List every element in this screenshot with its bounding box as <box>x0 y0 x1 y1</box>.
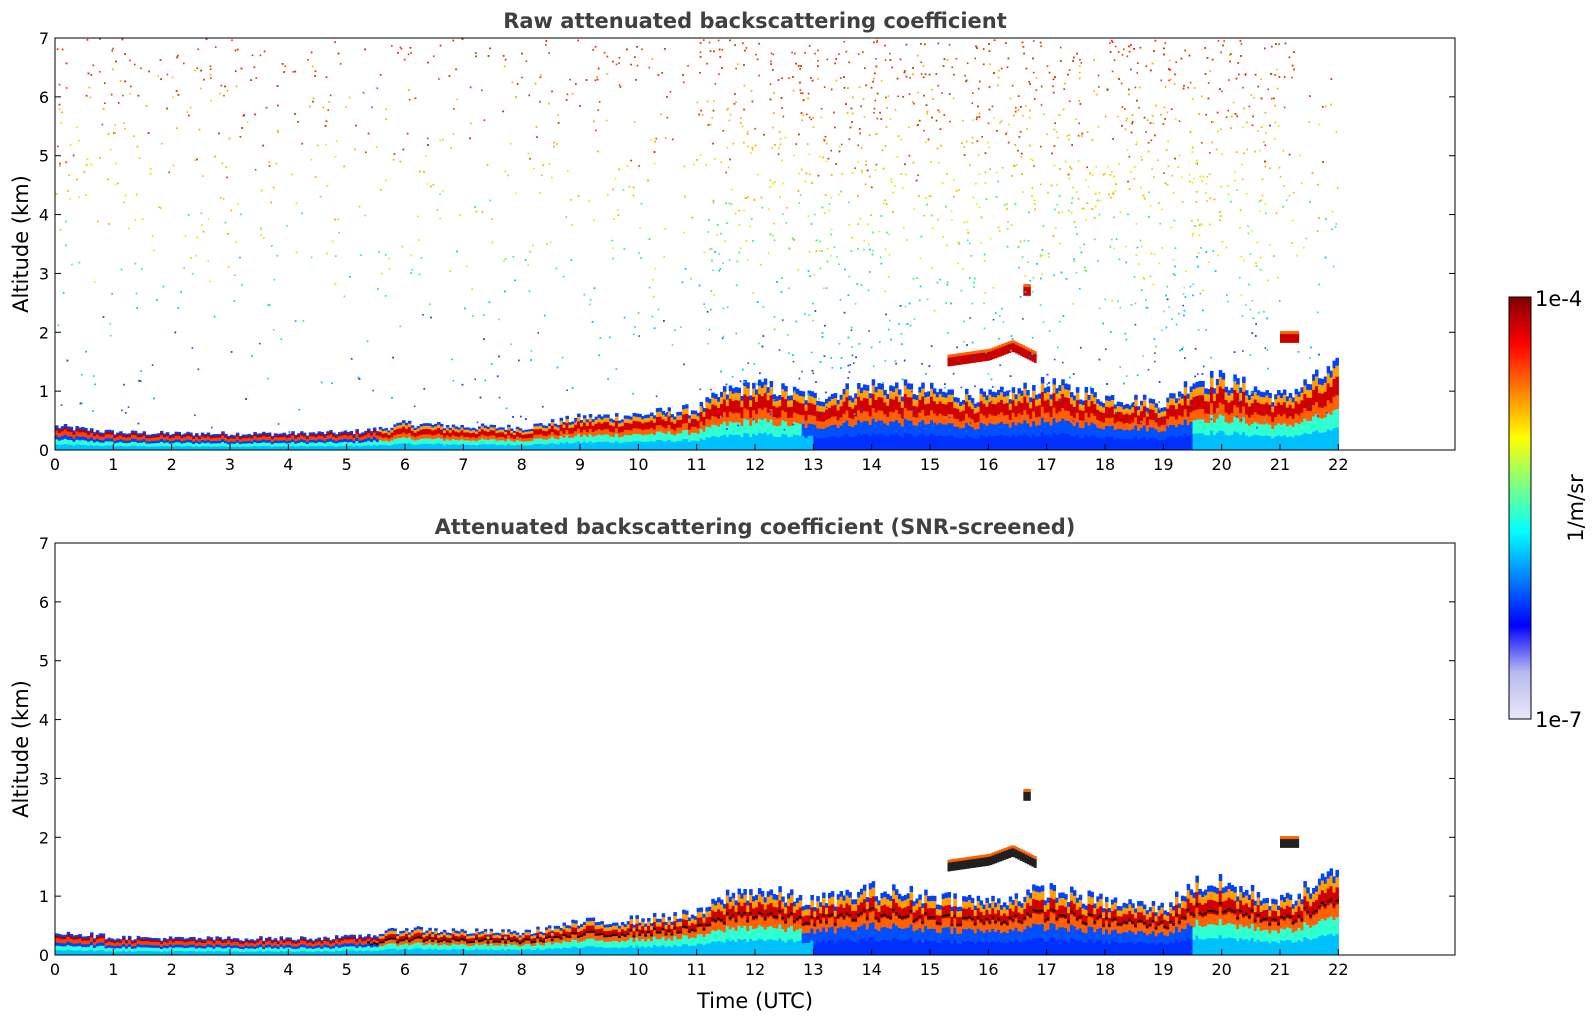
x-tick-label: 6 <box>400 455 410 474</box>
x-tick-label: 20 <box>1211 455 1231 474</box>
y-tick-label: 6 <box>39 88 49 107</box>
y-tick-label: 2 <box>39 828 49 847</box>
x-tick-label: 16 <box>978 960 998 979</box>
y-tick-label: 1 <box>39 382 49 401</box>
x-tick-label: 5 <box>342 960 352 979</box>
heatmap-data <box>55 789 1339 955</box>
x-tick-label: 20 <box>1211 960 1231 979</box>
x-tick-label: 9 <box>575 960 585 979</box>
y-tick-label: 2 <box>39 323 49 342</box>
x-tick-label: 13 <box>803 960 823 979</box>
chart-title: Raw attenuated backscattering coefficien… <box>503 9 1007 33</box>
x-tick-label: 9 <box>575 455 585 474</box>
chart-panel-raw: Raw attenuated backscattering coefficien… <box>9 9 1456 474</box>
x-tick-label: 14 <box>861 960 881 979</box>
x-tick-label: 15 <box>920 960 940 979</box>
colorbar-gradient <box>1508 296 1532 720</box>
x-tick-label: 2 <box>167 455 177 474</box>
x-tick-label: 12 <box>745 960 765 979</box>
x-tick-label: 6 <box>400 960 410 979</box>
y-tick-label: 4 <box>39 206 49 225</box>
y-tick-label: 3 <box>39 264 49 283</box>
x-axis: 0 1 2 3 4 5 6 7 8 9 10 11 12 13 14 15 16 17 18 19 20 21 22 <box>50 444 1349 474</box>
x-tick-label: 12 <box>745 455 765 474</box>
y-axis: 0 1 2 3 4 5 6 7 <box>39 29 1455 460</box>
y-tick-label: 7 <box>39 29 49 48</box>
y-tick-label: 5 <box>39 652 49 671</box>
x-tick-label: 22 <box>1328 455 1348 474</box>
y-tick-label: 1 <box>39 887 49 906</box>
colorbar-max-label: 1e-4 <box>1535 287 1582 311</box>
x-tick-label: 5 <box>342 455 352 474</box>
x-tick-label: 19 <box>1153 455 1173 474</box>
colorbar-min-label: 1e-7 <box>1535 708 1582 732</box>
x-tick-label: 4 <box>283 455 293 474</box>
x-tick-label: 18 <box>1095 960 1115 979</box>
x-axis-label: Time (UTC) <box>696 989 813 1013</box>
x-tick-label: 17 <box>1036 960 1056 979</box>
x-tick-label: 1 <box>108 455 118 474</box>
x-tick-label: 15 <box>920 455 940 474</box>
colorbar-unit-label: 1/m/sr <box>1564 474 1588 542</box>
x-tick-label: 0 <box>50 960 60 979</box>
y-axis-label: Altitude (km) <box>9 680 33 818</box>
y-axis: 0 1 2 3 4 5 6 7 <box>39 534 1455 965</box>
x-tick-label: 21 <box>1270 455 1290 474</box>
x-tick-label: 11 <box>686 455 706 474</box>
y-tick-label: 4 <box>39 711 49 730</box>
chart-title: Attenuated backscattering coefficient (S… <box>435 515 1076 539</box>
x-tick-label: 13 <box>803 455 823 474</box>
x-tick-label: 3 <box>225 455 235 474</box>
x-tick-label: 10 <box>628 960 648 979</box>
x-tick-label: 16 <box>978 455 998 474</box>
x-tick-label: 21 <box>1270 960 1290 979</box>
y-tick-label: 0 <box>39 946 49 965</box>
x-axis: 0 1 2 3 4 5 6 7 8 9 10 11 12 13 14 15 16 17 18 19 20 21 22 <box>50 949 1349 979</box>
x-tick-label: 14 <box>861 455 881 474</box>
x-tick-label: 0 <box>50 455 60 474</box>
y-tick-label: 7 <box>39 534 49 553</box>
colorbar: 1e-4 1e-7 1/m/sr <box>1508 287 1588 732</box>
x-tick-label: 8 <box>517 455 527 474</box>
x-tick-label: 8 <box>517 960 527 979</box>
chart-panel-screened: Attenuated backscattering coefficient (S… <box>9 515 1456 1013</box>
x-tick-label: 18 <box>1095 455 1115 474</box>
x-tick-label: 7 <box>458 455 468 474</box>
x-tick-label: 10 <box>628 455 648 474</box>
heatmap-data <box>55 38 1339 450</box>
y-tick-label: 6 <box>39 593 49 612</box>
x-tick-label: 22 <box>1328 960 1348 979</box>
y-tick-label: 3 <box>39 769 49 788</box>
y-tick-label: 5 <box>39 147 49 166</box>
x-tick-label: 17 <box>1036 455 1056 474</box>
x-tick-label: 1 <box>108 960 118 979</box>
x-tick-label: 4 <box>283 960 293 979</box>
y-tick-label: 0 <box>39 441 49 460</box>
x-tick-label: 19 <box>1153 960 1173 979</box>
x-tick-label: 2 <box>167 960 177 979</box>
x-tick-label: 11 <box>686 960 706 979</box>
x-tick-label: 3 <box>225 960 235 979</box>
x-tick-label: 7 <box>458 960 468 979</box>
y-axis-label: Altitude (km) <box>9 175 33 313</box>
